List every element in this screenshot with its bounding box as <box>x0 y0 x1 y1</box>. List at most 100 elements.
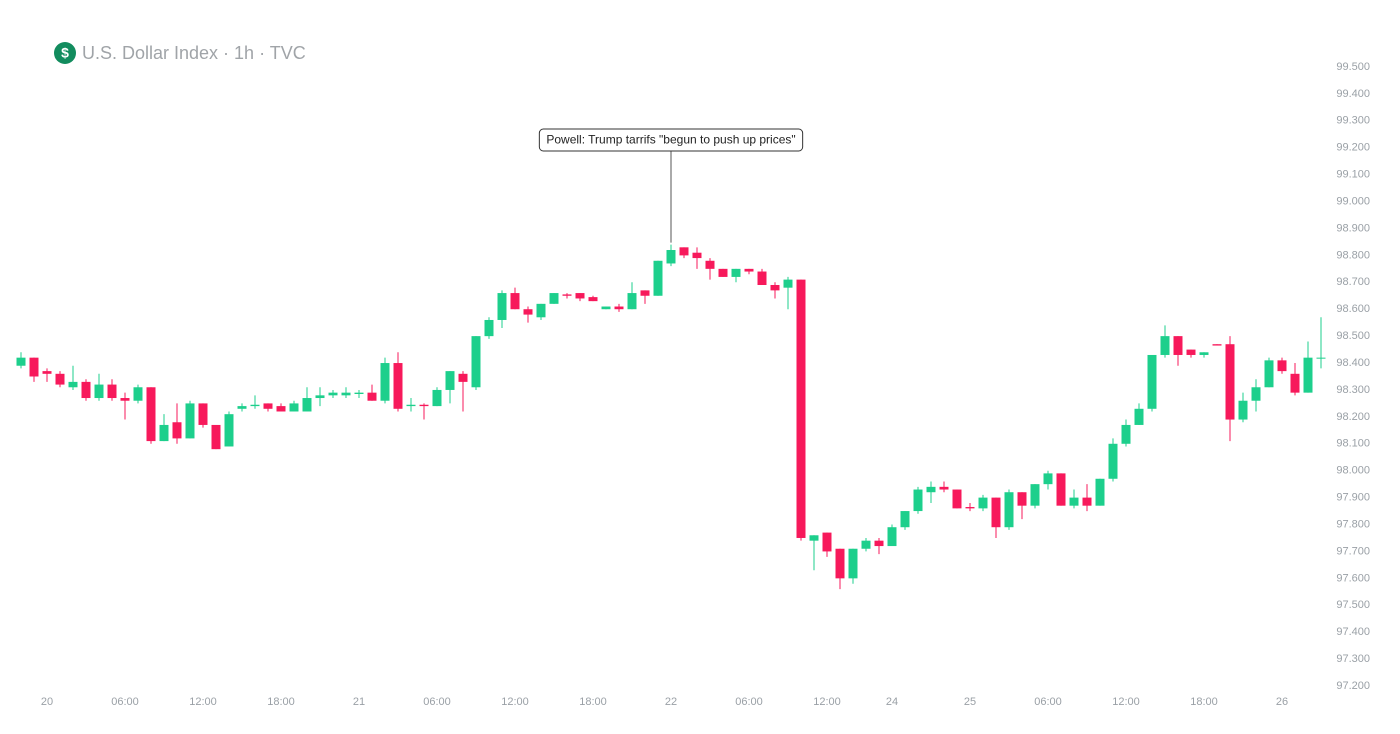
y-tick-label: 99.100 <box>1336 169 1370 181</box>
candle-body <box>900 511 910 528</box>
candle-body <box>250 404 260 407</box>
y-tick-label: 98.300 <box>1336 384 1370 396</box>
y-tick-label: 98.000 <box>1336 465 1370 477</box>
x-tick-label: 12:00 <box>501 696 529 708</box>
y-tick-label: 98.500 <box>1336 330 1370 342</box>
candle-body <box>822 532 832 552</box>
y-tick-label: 99.400 <box>1336 88 1370 100</box>
candle-body <box>445 371 455 390</box>
candle-body <box>1199 352 1209 355</box>
candle-body <box>471 336 481 388</box>
y-tick-label: 97.500 <box>1336 599 1370 611</box>
candle-body <box>835 548 845 579</box>
candle-body <box>1225 344 1235 420</box>
x-tick-label: 26 <box>1276 696 1288 708</box>
candle-body <box>55 373 65 385</box>
chart-title: U.S. Dollar Index · 1h · TVC <box>82 43 306 63</box>
candle-body <box>627 293 637 310</box>
y-tick-label: 98.700 <box>1336 276 1370 288</box>
y-tick-label: 98.100 <box>1336 438 1370 450</box>
candle-body <box>874 540 884 547</box>
candle-body <box>367 392 377 401</box>
candle-body <box>601 306 611 310</box>
candle-body <box>159 424 169 442</box>
candle-body <box>1303 357 1313 393</box>
x-tick-label: 22 <box>665 696 677 708</box>
candle-body <box>1173 336 1183 355</box>
candle-body <box>1017 492 1027 506</box>
candle-body <box>1108 443 1118 479</box>
candle-body <box>939 486 949 490</box>
x-tick-label: 06:00 <box>423 696 451 708</box>
candle-body <box>419 404 429 407</box>
y-tick-label: 98.400 <box>1336 357 1370 369</box>
candle-body <box>666 250 676 264</box>
candle-body <box>120 398 130 401</box>
annotation-text: Powell: Trump tarrifs "begun to push up … <box>546 133 795 147</box>
candle-body <box>1290 373 1300 393</box>
x-tick-label: 12:00 <box>813 696 841 708</box>
candle-body <box>809 535 819 541</box>
y-tick-label: 99.500 <box>1336 61 1370 73</box>
candle-body <box>718 268 728 277</box>
candle-body <box>1277 360 1287 372</box>
candle-body <box>484 319 494 337</box>
annotation-box <box>538 128 804 152</box>
y-tick-label: 99.200 <box>1336 142 1370 154</box>
y-tick-label: 99.000 <box>1336 195 1370 207</box>
y-tick-label: 97.200 <box>1336 680 1370 692</box>
candle-body <box>913 489 923 512</box>
candle-body <box>1043 473 1053 485</box>
candle-body <box>549 293 559 304</box>
candle-body <box>705 260 715 269</box>
candle-body <box>432 389 442 407</box>
candle-body <box>328 392 338 396</box>
candle-body <box>1316 357 1326 359</box>
candle-body <box>614 306 624 310</box>
candle-body <box>107 384 117 399</box>
candle-body <box>1030 484 1040 506</box>
candle-body <box>406 404 416 407</box>
candle-body <box>1082 497 1092 506</box>
x-tick-label: 18:00 <box>1190 696 1218 708</box>
candle-body <box>224 414 234 447</box>
candle-body <box>731 268 741 277</box>
candle-body <box>68 381 78 388</box>
candle-body <box>302 398 312 412</box>
candle-body <box>1004 492 1014 528</box>
candle-body <box>757 271 767 285</box>
candle-body <box>276 406 286 412</box>
candle-body <box>458 373 468 382</box>
candle-body <box>289 403 299 412</box>
symbol-icon <box>54 42 76 64</box>
x-tick-label: 24 <box>886 696 898 708</box>
candle-body <box>536 303 546 318</box>
candle-body <box>354 392 364 394</box>
candle-body <box>991 497 1001 528</box>
candle-body <box>393 363 403 409</box>
y-tick-label: 97.400 <box>1336 626 1370 638</box>
x-tick-label: 18:00 <box>267 696 295 708</box>
candle-body <box>81 381 91 399</box>
candle-body <box>237 406 247 409</box>
candle-body <box>1056 473 1066 506</box>
candle-body <box>1121 424 1131 444</box>
candle-body <box>198 403 208 425</box>
candle-body <box>796 279 806 538</box>
candle-body <box>1264 360 1274 388</box>
candle-body <box>133 387 143 401</box>
candle-body <box>965 507 975 509</box>
candle-body <box>926 486 936 493</box>
y-tick-label: 98.900 <box>1336 222 1370 234</box>
candle-body <box>1147 354 1157 409</box>
y-tick-label: 99.300 <box>1336 115 1370 127</box>
y-tick-label: 98.600 <box>1336 303 1370 315</box>
y-tick-label: 97.700 <box>1336 545 1370 557</box>
y-tick-label: 98.800 <box>1336 249 1370 261</box>
x-tick-label: 06:00 <box>735 696 763 708</box>
candle-body <box>1212 344 1222 346</box>
y-tick-label: 97.600 <box>1336 572 1370 584</box>
x-tick-label: 06:00 <box>111 696 139 708</box>
candle-body <box>575 293 585 299</box>
y-tick-label: 98.200 <box>1336 411 1370 423</box>
